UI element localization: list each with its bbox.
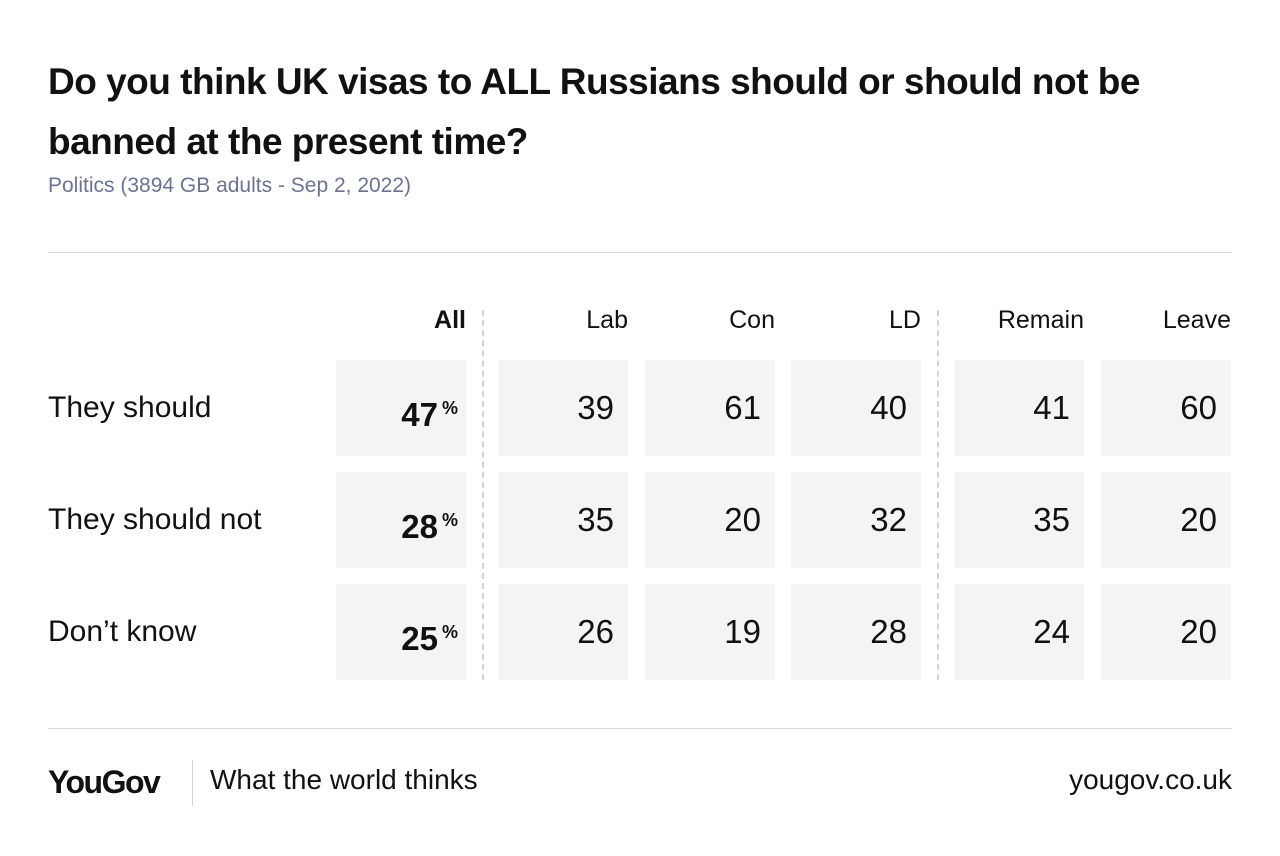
- cell-value: 61: [724, 389, 761, 426]
- table-cell: 26: [498, 584, 628, 680]
- bottom-divider: [48, 728, 1232, 729]
- table-cell: 28%: [336, 472, 466, 568]
- footer-tagline: What the world thinks: [210, 764, 478, 795]
- column-header-all: All: [434, 306, 466, 334]
- table-cell: 19: [645, 584, 775, 680]
- cell-value: 20: [724, 501, 761, 538]
- column-divider: [482, 310, 484, 680]
- table-cell: 24: [954, 584, 1084, 680]
- cell-value: 28: [401, 508, 438, 545]
- cell-value: 41: [1033, 389, 1070, 426]
- column-header-lab: Lab: [586, 306, 628, 334]
- cell-value: 20: [1180, 613, 1217, 650]
- cell-value: 20: [1180, 501, 1217, 538]
- cell-value: 24: [1033, 613, 1070, 650]
- cell-value: 40: [870, 389, 907, 426]
- cell-value: 47: [401, 396, 438, 433]
- cell-value: 39: [577, 389, 614, 426]
- cell-value: 60: [1180, 389, 1217, 426]
- footer-divider: [192, 760, 193, 806]
- table-cell: 60: [1101, 360, 1231, 456]
- table-cell: 25%: [336, 584, 466, 680]
- table-cell: 35: [498, 472, 628, 568]
- table-cell: 41: [954, 360, 1084, 456]
- column-header-leave: Leave: [1162, 306, 1231, 334]
- table-cell: 39: [498, 360, 628, 456]
- table-cell: 61: [645, 360, 775, 456]
- table-cell: 32: [791, 472, 921, 568]
- row-label: They should: [48, 391, 212, 424]
- percent-sign: %: [441, 510, 458, 530]
- cell-value: 19: [724, 613, 761, 650]
- yougov-logo: YouGov: [48, 764, 161, 800]
- percent-sign: %: [441, 622, 458, 642]
- column-header-con: Con: [729, 306, 775, 334]
- chart-title: Do you think UK visas to ALL Russians sh…: [48, 61, 1140, 162]
- footer-site-link[interactable]: yougov.co.uk: [1069, 764, 1232, 795]
- table-cell: 20: [1101, 584, 1231, 680]
- row-label: Don’t know: [48, 615, 197, 648]
- table-cell: 40: [791, 360, 921, 456]
- chart-subtitle: Politics (3894 GB adults - Sep 2, 2022): [48, 174, 412, 197]
- cell-value: 25: [401, 620, 438, 657]
- table-cell: 20: [645, 472, 775, 568]
- cell-value: 28: [870, 613, 907, 650]
- top-divider: [48, 252, 1232, 253]
- table-cell: 47%: [336, 360, 466, 456]
- cell-value: 32: [870, 501, 907, 538]
- table-cell: 28: [791, 584, 921, 680]
- column-divider: [937, 310, 939, 680]
- table-cell: 20: [1101, 472, 1231, 568]
- table-cell: 35: [954, 472, 1084, 568]
- column-header-remain: Remain: [997, 306, 1084, 334]
- cell-value: 35: [1033, 501, 1070, 538]
- column-header-ld: LD: [889, 306, 921, 334]
- cell-value: 26: [577, 613, 614, 650]
- percent-sign: %: [441, 398, 458, 418]
- row-label: They should not: [48, 503, 262, 536]
- cell-value: 35: [577, 501, 614, 538]
